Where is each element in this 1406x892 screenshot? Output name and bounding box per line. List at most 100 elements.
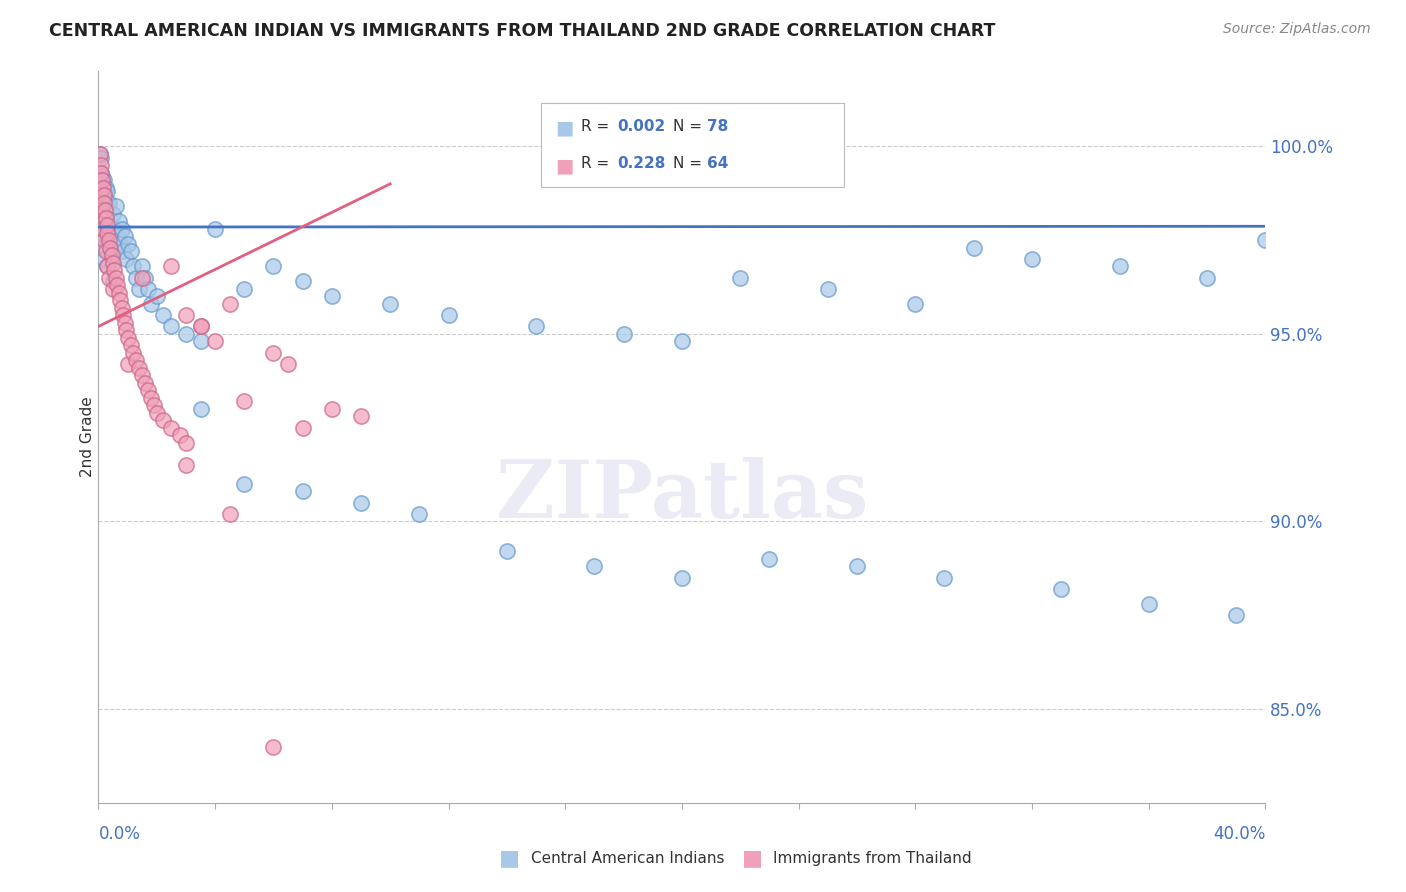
Text: R =: R = (581, 156, 614, 171)
Point (817, 282, 839, 296)
Point (90, 195, 112, 210)
Point (131, 260, 153, 274)
Point (115, 323, 138, 337)
Point (94, 244, 117, 259)
Point (93, 173, 115, 187)
Point (114, 229, 136, 244)
Point (174, 308, 197, 322)
Point (174, 326, 197, 341)
Point (437, 308, 460, 322)
Point (136, 282, 159, 296)
Point (131, 270, 153, 285)
Point (103, 222, 125, 236)
Point (321, 401, 343, 416)
Point (105, 278, 128, 293)
Point (90, 158, 112, 172)
Point (94, 192, 117, 206)
Point (146, 406, 169, 420)
Point (321, 289, 343, 303)
Text: ■: ■ (555, 119, 574, 137)
Point (583, 559, 606, 574)
Point (91, 222, 114, 236)
Point (90, 151, 112, 165)
Point (169, 428, 191, 442)
Point (1197, 270, 1219, 285)
Point (125, 270, 148, 285)
Point (174, 435, 197, 450)
Point (93, 252, 115, 266)
Point (93, 188, 115, 202)
Point (174, 458, 197, 473)
Point (104, 270, 127, 285)
Text: Central American Indians: Central American Indians (531, 851, 725, 865)
Point (291, 484, 314, 499)
Point (1108, 260, 1130, 274)
Point (96, 199, 118, 213)
Point (122, 260, 145, 274)
Point (218, 297, 240, 311)
Point (112, 244, 135, 259)
Point (105, 229, 128, 244)
Point (134, 376, 156, 390)
Point (128, 282, 150, 296)
Text: 0.228: 0.228 (617, 156, 665, 171)
Text: 64: 64 (707, 156, 728, 171)
Point (111, 301, 134, 315)
Point (103, 263, 125, 277)
Y-axis label: 2nd Grade: 2nd Grade (80, 397, 94, 477)
Point (90, 169, 112, 184)
Point (934, 571, 956, 585)
Text: CENTRAL AMERICAN INDIAN VS IMMIGRANTS FROM THAILAND 2ND GRADE CORRELATION CHART: CENTRAL AMERICAN INDIAN VS IMMIGRANTS FR… (49, 22, 995, 40)
Point (96, 185, 118, 199)
Point (93, 185, 115, 199)
Point (1050, 582, 1073, 596)
Point (350, 496, 373, 510)
Point (136, 383, 159, 397)
Point (98, 241, 121, 255)
Point (98, 244, 121, 259)
Point (96, 260, 118, 274)
Text: N =: N = (673, 119, 707, 134)
Point (408, 507, 430, 521)
Point (218, 507, 240, 521)
Text: ■: ■ (742, 848, 763, 868)
Point (94, 203, 117, 218)
Point (277, 357, 299, 371)
Point (134, 270, 156, 285)
Point (1137, 597, 1160, 611)
Point (91, 177, 114, 191)
Point (110, 236, 132, 251)
Text: ■: ■ (555, 156, 574, 175)
Point (263, 345, 285, 359)
Point (125, 353, 148, 368)
Point (291, 274, 314, 288)
Point (89, 147, 111, 161)
Point (152, 308, 174, 322)
Point (93, 195, 115, 210)
Point (108, 214, 131, 228)
Text: R =: R = (581, 119, 614, 134)
Point (91, 180, 114, 194)
Point (100, 248, 122, 262)
Point (122, 345, 145, 359)
Point (730, 270, 752, 285)
Point (160, 319, 183, 334)
Point (90, 166, 112, 180)
Point (671, 571, 693, 585)
Point (671, 334, 693, 349)
Point (100, 252, 122, 266)
Point (90, 241, 112, 255)
Point (97, 270, 120, 285)
Point (94, 211, 117, 225)
Point (117, 357, 139, 371)
Point (110, 293, 132, 308)
Point (96, 218, 118, 232)
Text: 0.0%: 0.0% (98, 825, 141, 843)
Point (263, 260, 285, 274)
Point (233, 282, 256, 296)
Point (114, 316, 136, 330)
Text: Immigrants from Thailand: Immigrants from Thailand (773, 851, 972, 865)
Point (93, 233, 115, 247)
Point (97, 233, 120, 247)
Point (263, 739, 285, 754)
